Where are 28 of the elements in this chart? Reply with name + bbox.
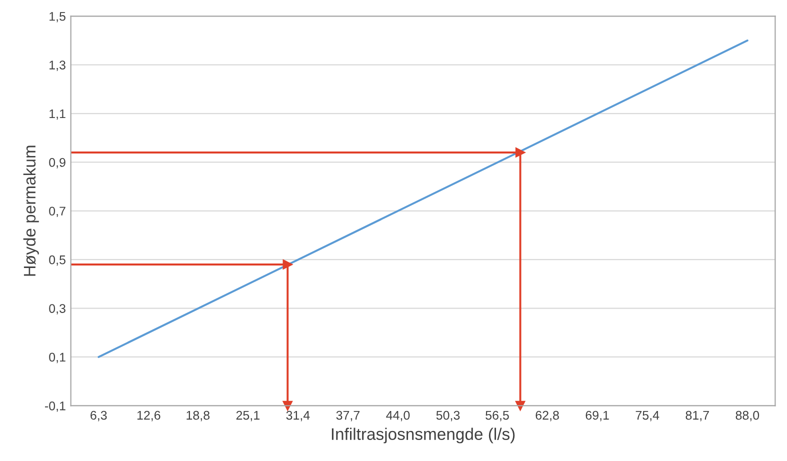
point (515, 400, 526, 411)
x-tick-label: 50,3 (436, 410, 460, 422)
x-axis-title: Infiltrasjosnsmengde (l/s) (332, 428, 515, 444)
x-tick-label: 6,3 (90, 410, 107, 422)
point (515, 148, 526, 158)
x-tick-label: 88,0 (736, 410, 760, 422)
x-tick-label: 12,6 (137, 410, 160, 422)
y-tick-label: 1,3 (50, 60, 66, 71)
y-tick-label: 0,3 (49, 304, 66, 314)
y-tick-label: 0,1 (49, 352, 66, 364)
x-tick-label: 56,5 (486, 410, 509, 422)
y-tick-label: 0,5 (49, 255, 66, 266)
y-tick-label: 1,5 (50, 12, 66, 22)
x-tick-label: 31,4 (286, 410, 310, 422)
y-tick-label: 1,1 (50, 109, 66, 120)
x-tick-label: 75,4 (636, 411, 660, 422)
y-tick-label: 0,7 (49, 206, 66, 218)
y-axis-title: Høyde permakum (23, 146, 39, 276)
x-tick-label: 62,8 (536, 410, 559, 422)
x-tick-label: 18,8 (186, 410, 210, 422)
x-tick-label: 81,7 (686, 410, 709, 422)
y-tick-label: -0,1 (44, 401, 66, 412)
x-tick-label: 37,7 (336, 410, 360, 422)
y-tick-label: 0,9 (49, 158, 66, 168)
x-tick-label: 69,1 (586, 410, 609, 422)
point (282, 260, 292, 270)
x-tick-label: 44,0 (386, 410, 410, 422)
x-tick-label: 25,1 (236, 410, 260, 422)
